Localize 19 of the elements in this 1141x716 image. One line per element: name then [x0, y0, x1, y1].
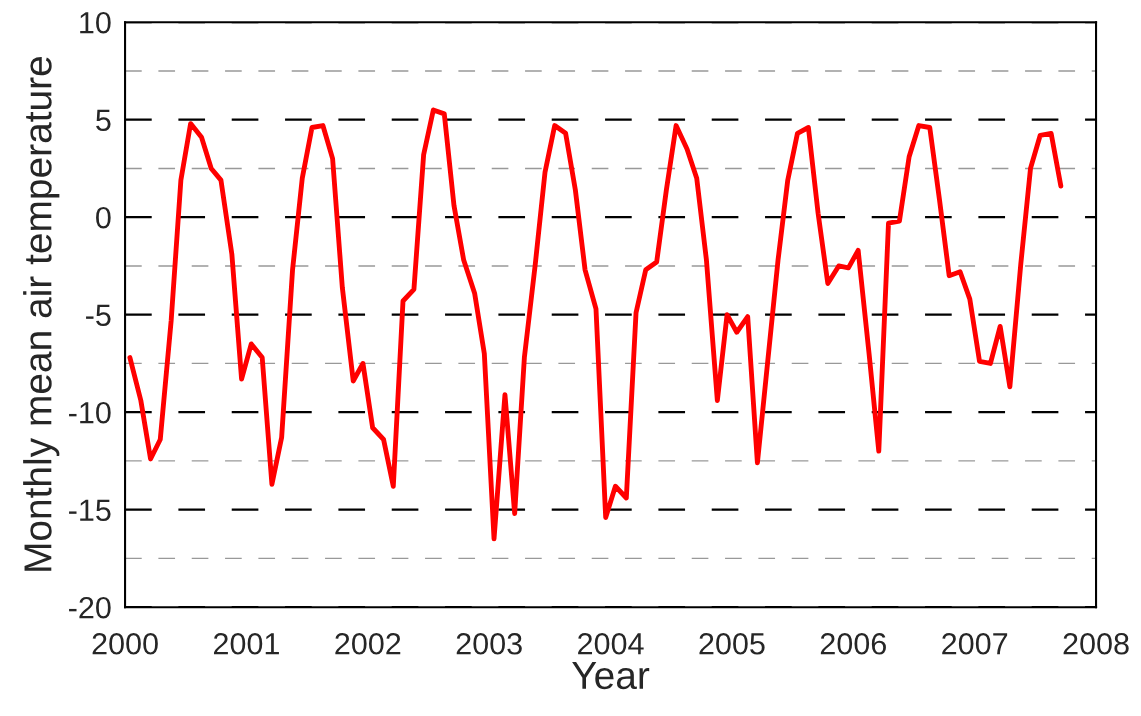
y-tick-label: -5: [86, 304, 111, 327]
x-axis-title: Year: [572, 662, 650, 690]
y-tick-label: -10: [69, 401, 111, 424]
y-tick-label: -15: [69, 499, 111, 522]
y-tick-label: 5: [96, 109, 111, 132]
y-tick-label: -20: [69, 596, 111, 619]
y-axis-title: Monthly mean air temperature: [23, 57, 60, 571]
x-tick-label: 2000: [92, 632, 158, 655]
x-tick-label: 2004: [578, 632, 644, 655]
y-tick-label: 0: [96, 206, 111, 229]
y-tick-label: 10: [80, 11, 111, 34]
x-tick-label: 2008: [1063, 632, 1129, 655]
x-tick-label: 2007: [942, 632, 1008, 655]
line-series: [127, 107, 1064, 542]
x-tick-label: 2001: [213, 632, 279, 655]
x-tick-label: 2002: [335, 632, 401, 655]
x-tick-label: 2003: [456, 632, 522, 655]
x-tick-label: 2005: [699, 632, 765, 655]
x-tick-label: 2006: [820, 632, 886, 655]
